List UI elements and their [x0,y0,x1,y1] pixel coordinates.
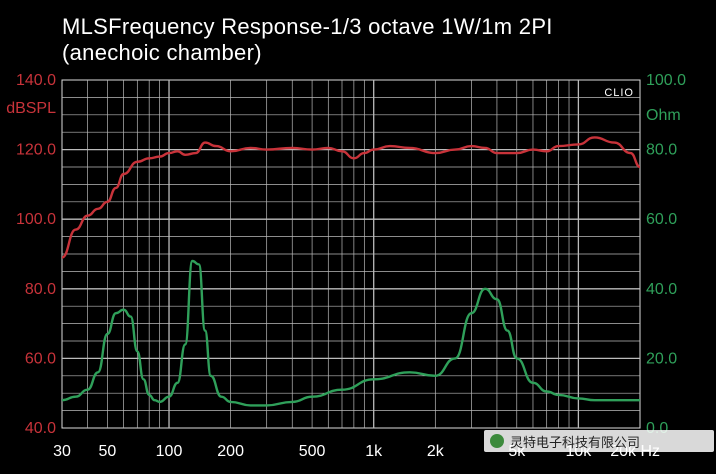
watermark-text: 灵特电子科技有限公司 [510,434,641,450]
left-tick-label: 120.0 [16,142,56,159]
x-tick-label: 500 [299,443,326,460]
left-tick-label: 80.0 [25,281,56,298]
chart-subtitle: (anechoic chamber) [62,40,262,65]
right-tick-label: 80.0 [646,142,677,159]
x-tick-label: 200 [217,443,244,460]
left-tick-label: 40.0 [25,420,56,437]
brand-label: CLIO [604,87,634,99]
watermark: 灵特电子科技有限公司 [484,430,714,452]
spl-series-line [61,136,641,259]
chart-title: MLSFrequency Response-1/3 octave 1W/1m 2… [62,14,553,39]
left-tick-label: 140.0 [16,72,56,89]
x-tick-label: 30 [53,443,71,460]
x-tick-label: 50 [99,443,117,460]
right-tick-label: 40.0 [646,281,677,298]
right-tick-label: 100.0 [646,72,686,89]
left-axis-label: dBSPL [6,100,56,117]
right-tick-label: 60.0 [646,211,677,228]
wechat-logo-icon [490,434,504,448]
left-tick-label: 60.0 [25,350,56,367]
right-tick-label: 20.0 [646,350,677,367]
x-tick-label: 1k [365,443,383,460]
impedance-series-line [61,259,640,407]
left-tick-label: 100.0 [16,211,56,228]
right-axis-label: Ohm [646,107,681,124]
x-tick-label: 100 [156,443,183,460]
x-tick-label: 2k [427,443,445,460]
